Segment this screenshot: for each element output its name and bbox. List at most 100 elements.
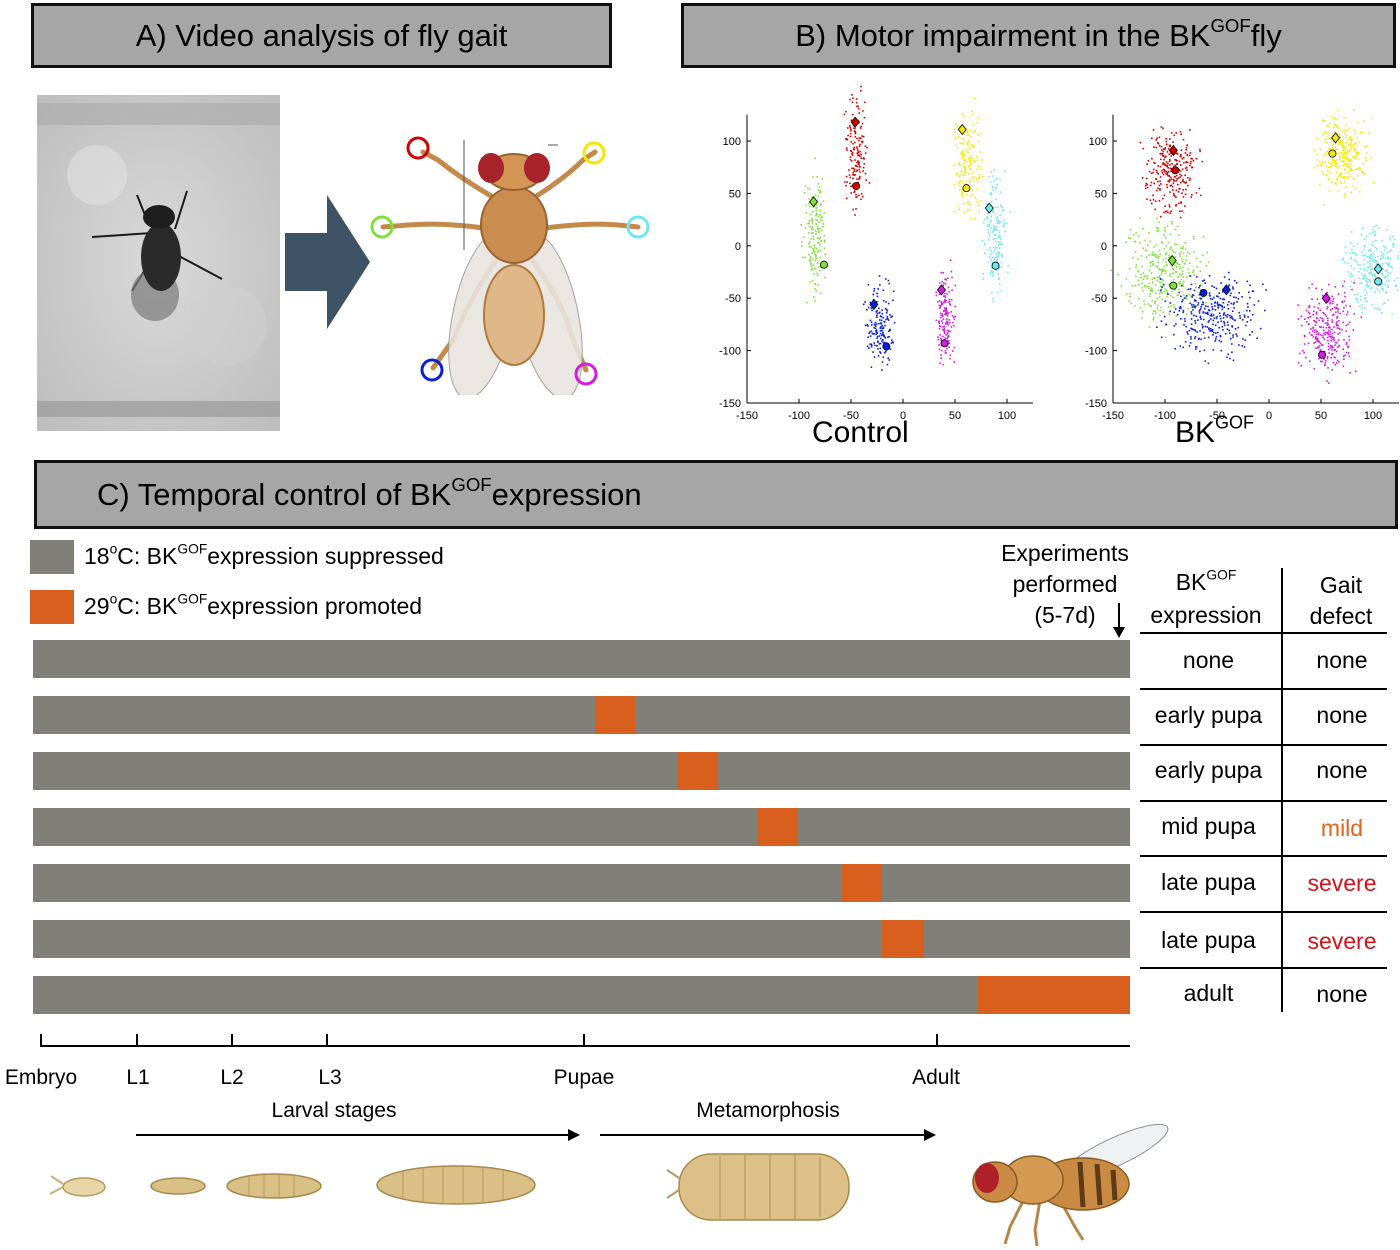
pupa-illustration [666, 1153, 850, 1221]
trace-point [948, 342, 951, 344]
trace-point [1371, 304, 1373, 306]
trace-point [998, 283, 1001, 285]
trace-point [1175, 204, 1177, 207]
trace-point [1385, 292, 1387, 294]
trace-point [1163, 290, 1165, 293]
trace-point [1143, 303, 1146, 305]
trace-point [945, 313, 948, 316]
trace-point [1238, 311, 1241, 314]
trace-point [1356, 121, 1359, 124]
trace-point [861, 140, 864, 143]
trace-point [852, 177, 854, 180]
row-expression: late pupa [1161, 927, 1256, 953]
trace-point [971, 177, 974, 179]
trace-point [1370, 271, 1372, 273]
trace-point [990, 192, 993, 195]
trace-point [1381, 262, 1384, 265]
trace-point [1323, 154, 1325, 157]
trace-point [1236, 335, 1238, 337]
trace-point [860, 157, 863, 159]
trace-point [1382, 283, 1384, 285]
trace-point [981, 176, 984, 178]
trace-point [1009, 211, 1011, 213]
trace-point [966, 129, 969, 132]
trace-point [1335, 142, 1337, 145]
trace-point [1171, 178, 1173, 181]
trace-point [1325, 327, 1328, 329]
trace-point [820, 240, 823, 243]
trace-point [987, 231, 990, 234]
trace-point [941, 325, 944, 328]
dev-axis-line [40, 1045, 1130, 1047]
trace-point [1000, 253, 1003, 256]
trace-point [1211, 285, 1213, 287]
trace-point [1386, 251, 1389, 254]
trace-point [1362, 227, 1364, 230]
trace-point [1169, 179, 1171, 182]
trace-point [821, 178, 824, 180]
trace-point [1168, 175, 1170, 177]
trace-point [1193, 304, 1195, 306]
trace-point [1342, 285, 1344, 287]
trace-point [1342, 348, 1344, 350]
trace-point [1395, 285, 1398, 287]
trace-point [883, 335, 886, 338]
trace-point [1247, 306, 1249, 308]
trace-point [1359, 191, 1361, 193]
stage-label-pupae: Pupae [553, 1066, 615, 1089]
trace-point [868, 182, 871, 184]
trace-point [1363, 263, 1365, 266]
trace-point [857, 107, 860, 110]
trace-point [998, 220, 1000, 223]
trace-point [1185, 188, 1187, 191]
trace-point [815, 256, 817, 258]
trace-point [1242, 338, 1244, 340]
marker-hind-right-icon [574, 362, 598, 386]
trace-point [1152, 129, 1155, 131]
row-defect: none [1316, 757, 1368, 783]
trace-point [1316, 340, 1318, 342]
trace-point [938, 293, 941, 296]
trace-point [1389, 265, 1392, 268]
trace-point [823, 212, 826, 214]
trace-point [988, 239, 990, 241]
marker-front-right-icon [582, 141, 606, 165]
trace-point [1178, 291, 1180, 294]
trace-point [1383, 302, 1386, 304]
trace-point [1180, 247, 1182, 249]
trace-point [1329, 303, 1331, 305]
trace-point [1334, 344, 1336, 346]
timeline-bar-late-pupa-1 [33, 864, 1130, 902]
trace-point [857, 151, 860, 154]
trace-point [1152, 264, 1154, 266]
trace-point [946, 329, 949, 332]
trace-point [1178, 283, 1181, 286]
trace-point [991, 185, 993, 188]
trace-point [1355, 299, 1358, 301]
trace-point [1137, 258, 1139, 260]
trace-point [1364, 277, 1367, 279]
trace-point [1331, 144, 1334, 146]
trace-point [876, 337, 878, 340]
trace-point [1371, 232, 1374, 234]
trace-point [851, 152, 853, 155]
trace-point [1157, 304, 1159, 307]
trace-point [946, 311, 948, 313]
trace-point [1344, 246, 1347, 248]
trace-point [1169, 273, 1172, 276]
trace-point [1228, 301, 1230, 303]
trace-point [977, 140, 980, 143]
trace-point [853, 127, 855, 129]
trace-point [1344, 354, 1346, 357]
trace-point [1340, 182, 1343, 184]
trace-point [961, 182, 964, 184]
trace-point [1204, 325, 1207, 328]
trace-point [854, 135, 857, 138]
down-arrow-icon [1113, 603, 1125, 638]
trace-point [870, 330, 873, 333]
trace-point [1129, 293, 1131, 295]
trace-point [1154, 208, 1156, 211]
trace-point [1180, 284, 1183, 287]
trace-point [1345, 136, 1347, 139]
trace-point [1174, 243, 1176, 245]
